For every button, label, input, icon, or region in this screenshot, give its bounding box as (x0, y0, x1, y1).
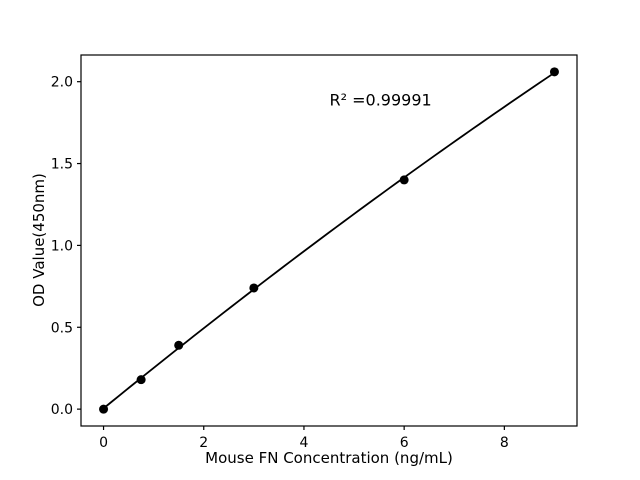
fit-line (102, 71, 555, 410)
x-axis-title: Mouse FN Concentration (ng/mL) (205, 449, 453, 467)
data-point (249, 283, 259, 293)
x-tick-label: 4 (299, 435, 308, 451)
y-tick-label: 1.0 (51, 238, 73, 254)
data-point (174, 340, 184, 350)
x-tick-label: 8 (500, 435, 509, 451)
data-point (136, 375, 146, 385)
y-tick-label: 0.0 (51, 402, 73, 418)
x-tick-label: 0 (99, 435, 108, 451)
y-tick-label: 1.5 (51, 157, 73, 173)
x-tick-label: 6 (400, 435, 409, 451)
y-axis-title: OD Value(450nm) (30, 173, 48, 307)
data-point (99, 404, 109, 414)
plot-frame (80, 54, 578, 427)
data-point (399, 175, 409, 185)
data-point (549, 67, 559, 77)
x-tick-label: 2 (199, 435, 208, 451)
r-squared-annotation: R² =0.99991 (329, 90, 432, 110)
y-tick-label: 2.0 (51, 75, 73, 91)
y-tick-label: 0.5 (51, 320, 73, 336)
